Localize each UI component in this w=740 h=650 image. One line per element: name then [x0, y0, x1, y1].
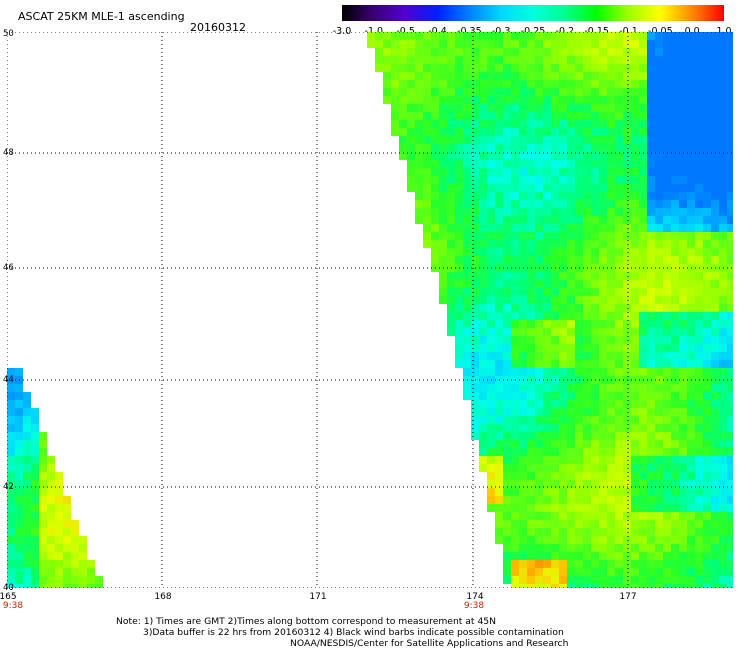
longitude-label: 174: [466, 592, 484, 602]
note-line-2: 3)Data buffer is 22 hrs from 20160312 4)…: [143, 627, 564, 638]
chart-date: 20160312: [190, 21, 246, 34]
latitude-label: 46: [3, 263, 14, 273]
graticule: [7, 32, 733, 588]
latitude-label: 40: [3, 583, 14, 593]
colorbar-tick-label: -0.3: [491, 26, 511, 37]
colorbar-tick-label: -0.05: [648, 26, 673, 37]
colorbar-tick-label: -0.2: [555, 26, 575, 37]
note-line-1: Note: 1) Times are GMT 2)Times along bot…: [116, 616, 497, 627]
longitude-label: 168: [154, 592, 172, 602]
colorbar: [342, 5, 724, 21]
colorbar-tick-label: 0.0: [684, 26, 700, 37]
colorbar-tick-label: -0.15: [584, 26, 609, 37]
longitude-label: 165: [0, 592, 17, 602]
swath-map: [7, 32, 733, 588]
chart-title: ASCAT 25KM MLE-1 ascending: [18, 10, 185, 23]
colorbar-tick-label: -0.5: [396, 26, 415, 37]
time-label-right: 9:38: [463, 601, 485, 611]
colorbar-tick-label: -0.25: [520, 26, 546, 37]
note-line-3: NOAA/NESDIS/Center for Satellite Applica…: [290, 638, 569, 649]
latitude-label: 44: [3, 375, 14, 385]
swath-cells: [7, 32, 733, 588]
colorbar-tick-label: -1.0: [364, 26, 384, 37]
longitude-label: 177: [619, 592, 637, 602]
latitude-label: 50: [3, 29, 14, 39]
colorbar-tick-label: -0.1: [619, 26, 638, 37]
colorbar-tick-label: -0.4: [428, 26, 447, 37]
latitude-label: 48: [3, 148, 14, 158]
colorbar-gradient: [342, 5, 724, 21]
longitude-label: 171: [309, 592, 327, 602]
latitude-label: 42: [3, 482, 14, 492]
colorbar-tick-label: -3.0: [332, 26, 352, 37]
time-label-left: 9:38: [2, 601, 24, 611]
colorbar-tick-label: -0.35: [457, 26, 482, 37]
